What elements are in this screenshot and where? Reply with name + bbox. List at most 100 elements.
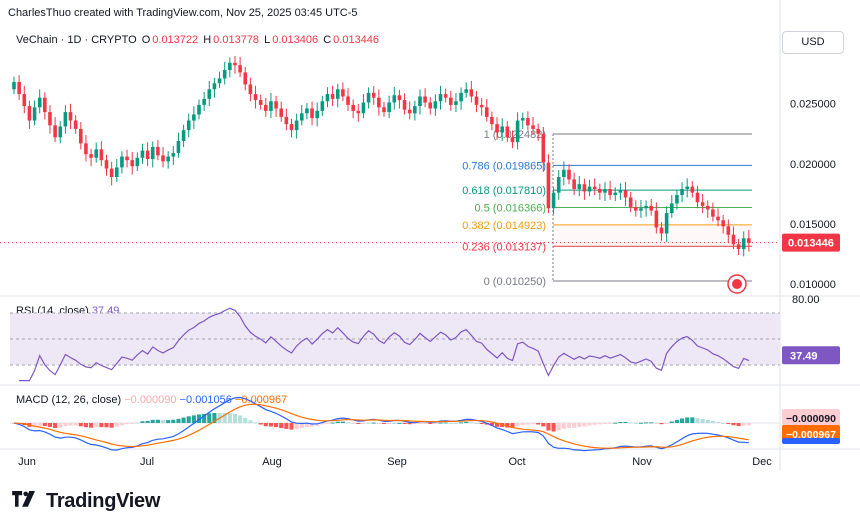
macd-hist-bar (155, 419, 160, 423)
candle-body (150, 146, 155, 159)
candle-body (387, 102, 391, 113)
macd-hist-bar (381, 423, 387, 424)
chart-credit: CharlesThuo created with TradingView.com… (8, 7, 358, 19)
candle-body (598, 189, 602, 193)
candle-body (562, 169, 566, 178)
macd-hist-bar (546, 423, 551, 431)
macd-hist-bar (130, 423, 135, 424)
candle-body (140, 150, 145, 158)
candle-body (145, 150, 150, 159)
candle-body (613, 192, 618, 196)
candle-body (392, 95, 397, 103)
macd-hist-bar (94, 423, 99, 428)
low-label: L (264, 34, 271, 46)
macd-hist-bar (495, 423, 500, 427)
tradingview-brand-text: TradingView (46, 489, 161, 512)
candle-body (99, 149, 104, 161)
macd-hist-bar (407, 423, 412, 425)
candle-body (520, 118, 525, 121)
candle-body (664, 213, 669, 234)
candle-body (567, 169, 571, 180)
candle-body (592, 186, 597, 190)
macd-hist-bar (479, 423, 484, 424)
fib-level-label: 0.236 (0.013137) (462, 241, 546, 253)
macd-hist-bar (572, 423, 577, 428)
candle-body (279, 108, 284, 117)
tradingview-logo[interactable]: TradingView (10, 488, 160, 514)
candle-body (161, 155, 165, 162)
macd-hist-bar (433, 423, 438, 424)
candle-body (274, 101, 278, 109)
candle-body (551, 192, 556, 209)
macd-hist-bar (448, 422, 453, 424)
candle-body (603, 189, 607, 193)
currency-button[interactable]: USD (782, 31, 844, 54)
candle-body (258, 100, 263, 105)
macd-hist-bar (58, 423, 63, 428)
macd-hist-bar (566, 423, 572, 429)
macd-hist-bar (423, 423, 428, 424)
candle-body (546, 162, 551, 209)
candle-body (351, 104, 355, 111)
candle-body (449, 97, 453, 105)
macd-hist-bar (561, 423, 566, 429)
candle-body (556, 177, 561, 193)
candle-body (89, 154, 93, 158)
macd-hist-bar (633, 422, 638, 424)
macd-hist-bar (42, 423, 47, 427)
macd-hist-bar (176, 418, 181, 423)
candle-body (628, 197, 633, 208)
macd-hist-bar (135, 422, 140, 424)
macd-hist-bar (453, 422, 458, 424)
candle-body (53, 125, 57, 138)
macd-hist-bar (551, 423, 556, 432)
macd-hist-bar (659, 423, 664, 425)
candle-body (659, 227, 664, 234)
candle-body (217, 78, 222, 84)
candle-body (166, 156, 170, 162)
candle-body (361, 102, 366, 114)
symbol-legend: VeChain · 1D · CRYPTO O 0.013722 H 0.01377… (16, 34, 381, 46)
candle-body (335, 89, 340, 99)
macd-hist-bar (469, 422, 474, 424)
macd-hist-bar (741, 423, 746, 426)
macd-hist-bar (695, 418, 700, 423)
macd-hist-bar (464, 421, 469, 423)
candle-body (721, 220, 725, 227)
macd-hist-bar (212, 413, 217, 423)
candle-body (371, 92, 376, 98)
open-value: 0.013722 (152, 34, 199, 46)
macd-hist-bar (587, 423, 592, 426)
macd-hist-bar (335, 421, 340, 423)
macd-hist-bar (412, 423, 417, 425)
macd-hist-bar (320, 423, 325, 425)
candle-body (490, 116, 494, 125)
macd-hist-bar (618, 421, 623, 423)
macd-hist-bar (325, 423, 330, 424)
candle-body (366, 92, 371, 103)
close-label: C (323, 34, 332, 46)
candle-body (433, 101, 438, 109)
macd-value-badge (782, 409, 840, 426)
time-axis-tick: Aug (262, 456, 282, 468)
macd-hist-bar (140, 421, 145, 423)
candle-body (310, 108, 314, 119)
macd-hist-bar (387, 423, 392, 424)
candle-body (454, 101, 458, 105)
macd-hist-bar (284, 423, 289, 429)
candle-body (377, 97, 381, 108)
candle-body (120, 156, 124, 168)
candle-body (315, 110, 319, 119)
macd-hist-bar (279, 423, 284, 429)
macd-hist-bar (186, 416, 191, 423)
price-chart-svg[interactable]: 0.025000 0.020000 0.015000 0.010000 0.786 (0… (0, 0, 860, 480)
candle-body (202, 98, 206, 105)
candle-body (130, 160, 134, 167)
candle-body (212, 83, 217, 90)
macd-hist-bar (690, 417, 695, 423)
macd-legend: MACD (12, 26, close) −0.000090 −0.001056… (16, 394, 287, 406)
macd-hist-bar (680, 418, 685, 423)
macd-line (13, 396, 749, 452)
candle-body (536, 128, 540, 134)
